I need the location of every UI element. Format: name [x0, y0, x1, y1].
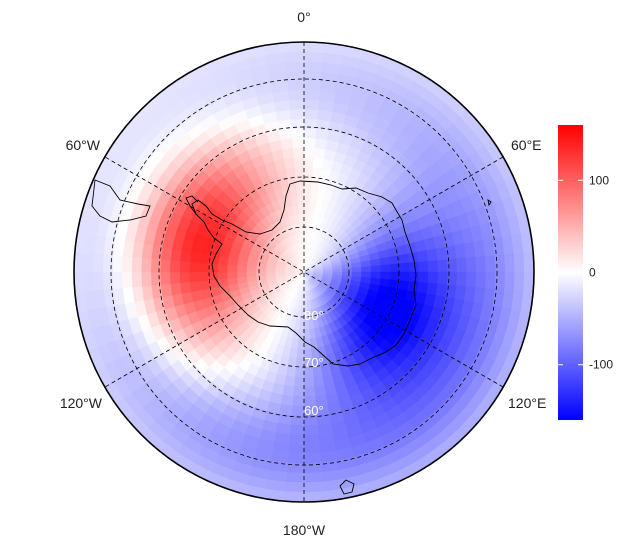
lat-circle-60 — [158, 126, 450, 418]
colorbar-tick-label-0: 100 — [589, 173, 609, 187]
label-lat-60: 60° — [304, 403, 324, 418]
colorbar: 100 0 -100 — [558, 125, 613, 420]
antarctica-coastline — [191, 180, 417, 367]
island-fragment — [487, 199, 492, 207]
coastline — [91, 179, 492, 495]
label-lat-80: 80° — [304, 308, 324, 323]
label-lon-120e: 120°E — [508, 395, 546, 411]
south-america-tip — [91, 179, 151, 223]
label-lon-180: 180°W — [283, 522, 326, 538]
label-lon-60e: 60°E — [511, 137, 542, 153]
anomaly-field — [74, 42, 534, 502]
label-lat-70: 70° — [304, 355, 324, 370]
colorbar-tick-label-2: -100 — [589, 358, 613, 372]
graticule — [104, 42, 504, 502]
label-lon-0: 0° — [297, 9, 310, 25]
new-zealand-fragment — [339, 479, 355, 495]
colorbar-ticks: 100 0 -100 — [558, 173, 613, 372]
colorbar-tick-label-1: 0 — [589, 266, 596, 280]
antarctic-peninsula — [185, 195, 199, 215]
map-boundary — [73, 41, 535, 503]
label-lon-120w: 120°W — [60, 395, 103, 411]
label-lon-60w: 60°W — [66, 137, 101, 153]
